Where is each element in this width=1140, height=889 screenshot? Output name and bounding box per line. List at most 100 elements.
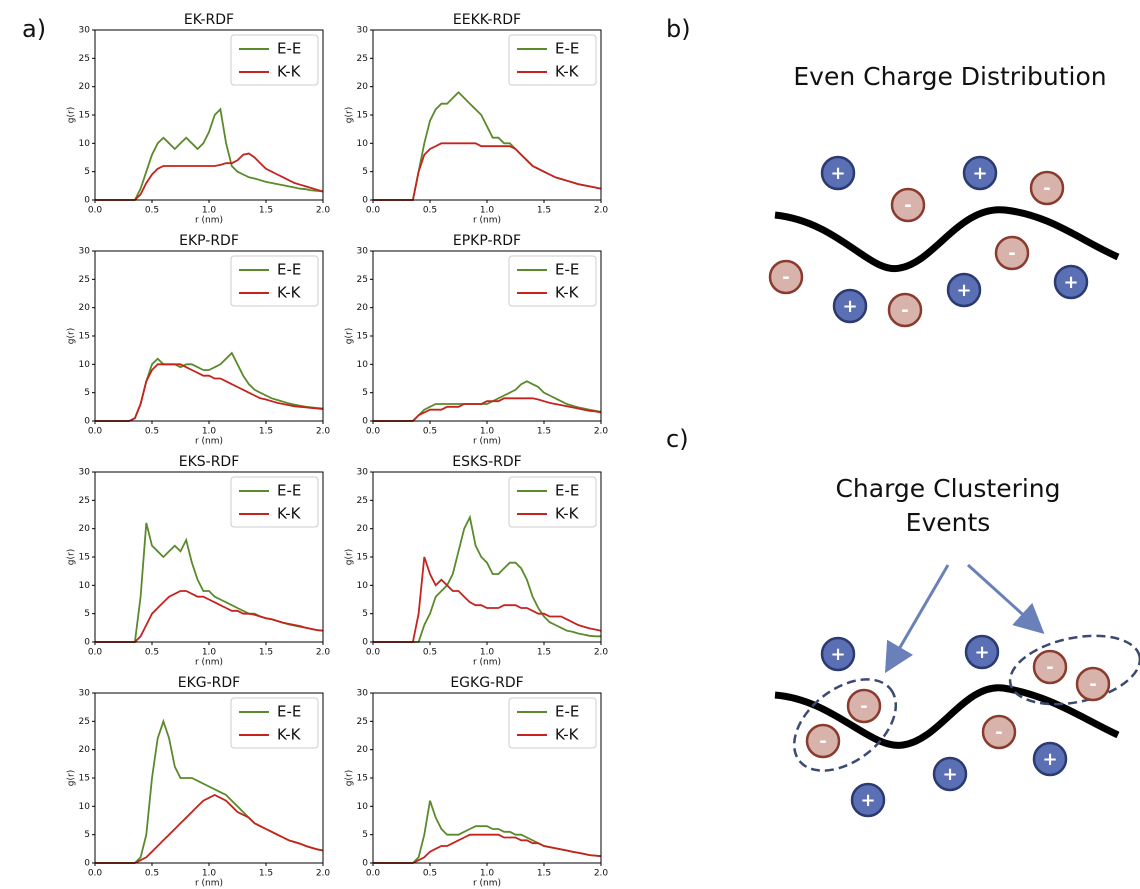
legend-box (230, 697, 319, 749)
x-axis-label: r (nm) (473, 216, 501, 226)
x-tick-label: 1.5 (537, 648, 551, 658)
ion-sign: - (819, 731, 826, 752)
x-tick-label: 1.0 (480, 427, 495, 437)
y-tick-label: 25 (79, 496, 90, 506)
ion (1053, 264, 1089, 300)
data-line (373, 142, 602, 201)
polymer-chain (774, 684, 1120, 749)
polymer-chain (774, 206, 1120, 273)
ion (768, 259, 804, 295)
y-tick-label: 30 (79, 247, 91, 257)
ion (1029, 170, 1065, 206)
x-tick-label: 1.0 (202, 869, 217, 879)
panel-label: c) (666, 425, 689, 453)
x-tick-label: 2.0 (316, 648, 331, 658)
y-tick-label: 0 (84, 417, 90, 427)
x-tick-label: 0.0 (366, 427, 381, 437)
data-line (95, 107, 324, 201)
legend-label: K-K (555, 63, 580, 81)
y-tick-label: 10 (79, 360, 91, 370)
ion-sign: - (1043, 178, 1050, 199)
data-line (95, 351, 324, 422)
y-tick-label: 30 (79, 689, 91, 699)
legend-label: E-E (555, 703, 579, 721)
y-tick-label: 0 (362, 638, 368, 648)
x-tick-label: 1.5 (259, 869, 273, 879)
plot-frame (94, 250, 324, 422)
x-axis-label: r (nm) (195, 658, 223, 668)
data-line (373, 800, 602, 864)
data-line (373, 514, 601, 643)
x-tick-label: 0.5 (423, 648, 437, 658)
y-tick-label: 20 (357, 745, 369, 755)
y-tick-label: 15 (357, 111, 368, 121)
y-tick-label: 0 (84, 638, 90, 648)
y-tick-label: 5 (362, 609, 368, 619)
ion (846, 688, 882, 724)
ion (832, 288, 868, 324)
y-tick-label: 0 (362, 417, 368, 427)
y-tick-label: 15 (79, 553, 90, 563)
ion-sign: + (842, 296, 857, 317)
legend-label: E-E (555, 482, 579, 500)
y-axis-label: g(r) (67, 770, 77, 786)
y-tick-label: 20 (79, 303, 91, 313)
x-tick-label: 0.5 (145, 869, 159, 879)
legend-label: K-K (277, 63, 302, 81)
chart-title: EK-RDF (184, 12, 234, 28)
arrow (966, 563, 1045, 635)
panel-label: a) (22, 15, 46, 43)
x-tick-label: 0.5 (423, 206, 437, 216)
y-axis-label: g(r) (345, 549, 355, 565)
x-tick-label: 2.0 (316, 206, 331, 216)
legend-box (230, 476, 319, 528)
legend-label: E-E (277, 482, 301, 500)
y-tick-label: 25 (79, 275, 90, 285)
data-line (373, 397, 602, 422)
y-tick-label: 30 (357, 247, 369, 257)
ion (994, 235, 1030, 271)
y-tick-label: 15 (79, 111, 90, 121)
legend-box (508, 255, 597, 307)
ion (962, 155, 998, 191)
x-tick-label: 1.5 (537, 206, 551, 216)
x-tick-label: 0.0 (88, 648, 103, 658)
ion-sign: - (901, 300, 908, 321)
ion-sign: + (860, 790, 875, 811)
ion (1075, 666, 1111, 702)
legend-label: E-E (277, 40, 301, 58)
plot-frame (372, 692, 602, 864)
y-tick-label: 25 (79, 717, 90, 727)
cluster-outline (792, 678, 898, 772)
y-axis-label: g(r) (67, 107, 77, 123)
legend-box (508, 34, 597, 86)
legend-box (230, 255, 319, 307)
x-tick-label: 0.5 (145, 648, 159, 658)
ion-sign: + (942, 764, 957, 785)
ion (1032, 649, 1068, 685)
x-tick-label: 0.5 (145, 427, 159, 437)
data-line (95, 590, 324, 643)
data-line (95, 363, 324, 422)
ion (946, 272, 982, 308)
ion-sign: + (956, 280, 971, 301)
y-tick-label: 30 (357, 468, 369, 478)
ion-sign: + (1042, 749, 1057, 770)
y-tick-label: 25 (79, 54, 90, 64)
panel-label: b) (666, 15, 691, 43)
legend-label: E-E (277, 703, 301, 721)
x-axis-label: r (nm) (473, 658, 501, 668)
ion-sign: - (1089, 674, 1096, 695)
x-tick-label: 0.0 (88, 869, 103, 879)
legend-label: E-E (277, 261, 301, 279)
y-tick-label: 5 (362, 830, 368, 840)
x-axis-label: r (nm) (195, 216, 223, 226)
y-tick-label: 20 (79, 745, 91, 755)
y-tick-label: 15 (357, 774, 368, 784)
x-tick-label: 1.0 (480, 869, 495, 879)
y-tick-label: 30 (357, 689, 369, 699)
ion-sign: + (830, 163, 845, 184)
y-tick-label: 20 (357, 524, 369, 534)
y-tick-label: 20 (79, 524, 91, 534)
plot-frame (94, 692, 324, 864)
